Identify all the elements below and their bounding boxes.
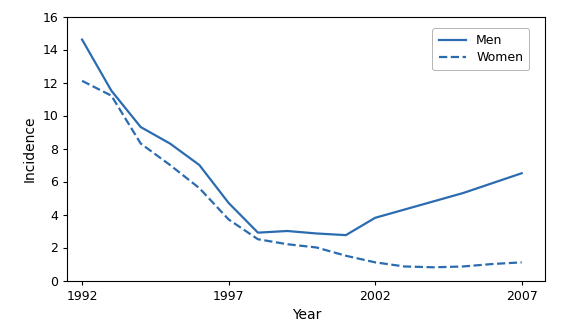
Men bbox=[196, 163, 203, 167]
Men bbox=[372, 216, 379, 220]
Men bbox=[460, 191, 466, 195]
Women bbox=[284, 242, 291, 246]
Women bbox=[460, 265, 466, 269]
Men bbox=[489, 181, 496, 185]
Men bbox=[225, 201, 232, 205]
Women bbox=[79, 79, 85, 83]
Men bbox=[167, 142, 174, 146]
Women bbox=[167, 163, 174, 167]
Women bbox=[108, 94, 115, 98]
Men bbox=[313, 232, 320, 236]
Men bbox=[79, 38, 85, 42]
Line: Women: Women bbox=[82, 81, 522, 267]
X-axis label: Year: Year bbox=[292, 308, 321, 322]
Men bbox=[255, 231, 261, 235]
Y-axis label: Incidence: Incidence bbox=[23, 115, 37, 182]
Men bbox=[284, 229, 291, 233]
Women bbox=[313, 246, 320, 249]
Women bbox=[489, 262, 496, 266]
Men bbox=[342, 233, 349, 237]
Women bbox=[255, 237, 261, 241]
Women bbox=[430, 265, 437, 269]
Women bbox=[137, 142, 144, 146]
Women bbox=[372, 260, 379, 264]
Men bbox=[401, 208, 408, 212]
Women bbox=[401, 265, 408, 269]
Women bbox=[342, 254, 349, 258]
Men bbox=[430, 199, 437, 203]
Men bbox=[137, 125, 144, 129]
Men bbox=[108, 89, 115, 93]
Women bbox=[225, 217, 232, 221]
Women bbox=[196, 186, 203, 190]
Women bbox=[518, 260, 525, 264]
Men bbox=[518, 171, 525, 175]
Line: Men: Men bbox=[82, 40, 522, 235]
Legend: Men, Women: Men, Women bbox=[432, 28, 529, 70]
